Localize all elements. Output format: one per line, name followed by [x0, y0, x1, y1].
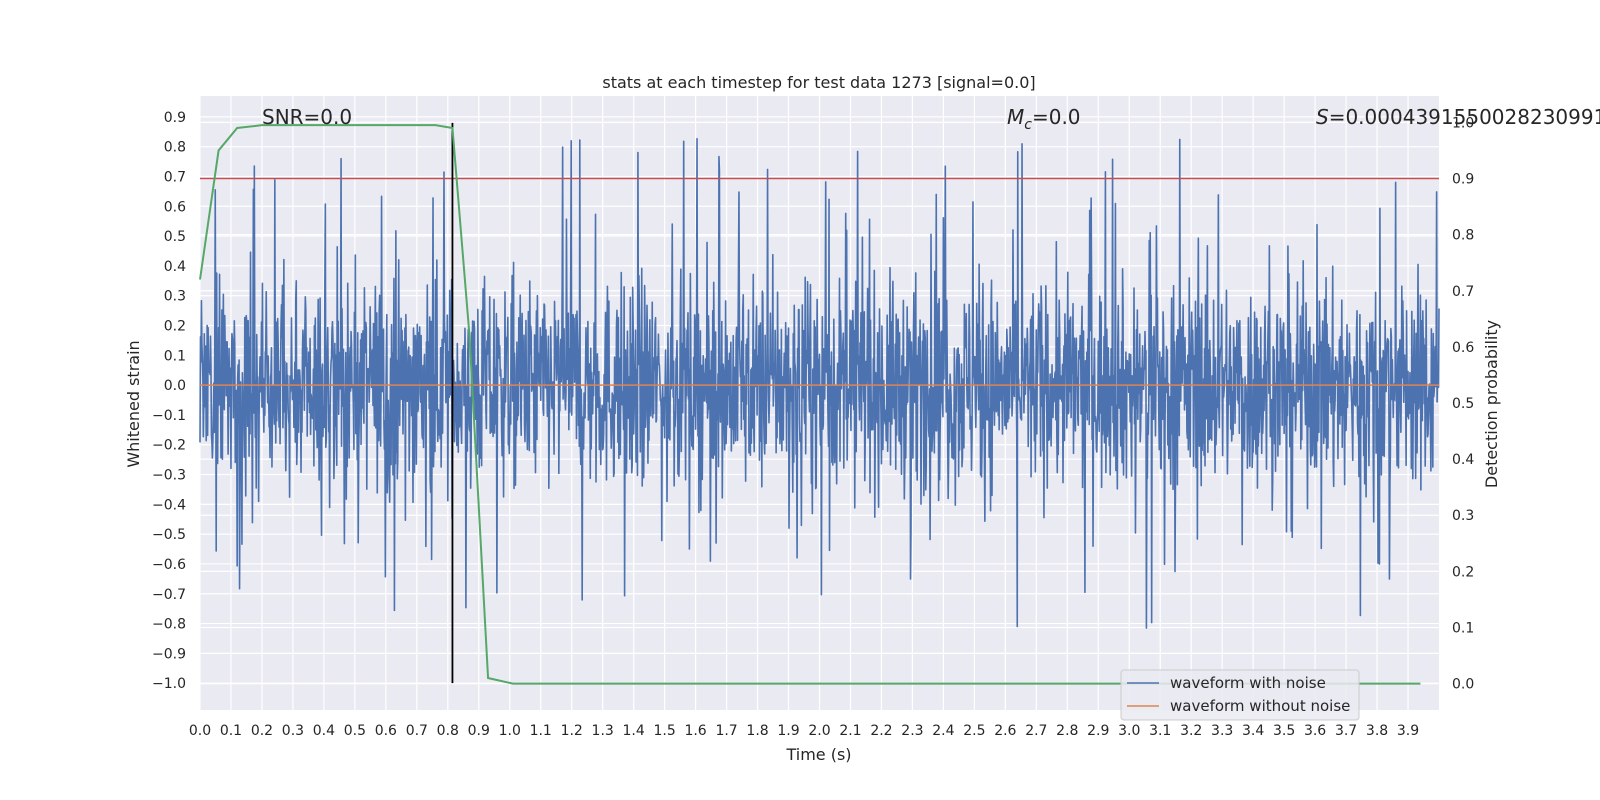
x-tick-label: 3.0 — [1118, 723, 1140, 739]
y-tick-label-right: 0.2 — [1452, 564, 1474, 580]
y-tick-label-left: −0.7 — [152, 587, 186, 603]
y-tick-label-right: 0.0 — [1452, 677, 1474, 693]
x-tick-label: 2.1 — [839, 723, 861, 739]
x-tick-label: 3.9 — [1397, 723, 1419, 739]
x-tick-label: 3.7 — [1335, 723, 1357, 739]
y-tick-label-left: −0.6 — [152, 557, 186, 573]
annotation-snr: SNR=0.0 — [262, 105, 352, 129]
y-axis-left-ticks: −1.0 −0.9 −0.8 −0.7 −0.6 −0.5 −0.4 −0.3 −0.2 −0.1… — [152, 110, 186, 692]
y-tick-label-right: 0.4 — [1452, 452, 1474, 468]
x-tick-label: 2.5 — [963, 723, 985, 739]
annotation-s-symbol: S — [1316, 105, 1329, 129]
y-tick-label-right: 0.6 — [1452, 340, 1474, 356]
x-tick-label: 1.0 — [499, 723, 521, 739]
x-tick-label: 2.2 — [870, 723, 892, 739]
x-tick-label: 3.2 — [1180, 723, 1202, 739]
x-tick-label: 1.9 — [777, 723, 799, 739]
y-axis-right-label: Detection probability — [1482, 320, 1501, 488]
x-tick-label: 2.7 — [1025, 723, 1047, 739]
x-tick-label: 3.4 — [1242, 723, 1264, 739]
y-tick-label-right: 1.0 — [1452, 115, 1474, 131]
x-tick-label: 1.5 — [653, 723, 675, 739]
y-tick-label-left: −0.8 — [152, 617, 186, 633]
probability-line — [199, 124, 1421, 685]
x-axis-ticks: 0.0 0.1 0.2 0.3 0.4 0.5 0.6 0.7 0.8 0.9 1.0 1.1 1.2 1… — [189, 723, 1419, 739]
y-tick-label-right: 0.7 — [1452, 284, 1474, 300]
y-tick-label-left: −0.4 — [152, 497, 186, 513]
annotation-s-value: =0.0004391550028230991 — [1329, 105, 1600, 129]
x-tick-label: 0.6 — [375, 723, 397, 739]
x-tick-label: 0.0 — [189, 723, 211, 739]
x-tick-label: 1.1 — [530, 723, 552, 739]
y-tick-label-left: 0.3 — [164, 289, 186, 305]
y-tick-label-left: 0.1 — [164, 348, 186, 364]
y-tick-label-left: −0.9 — [152, 646, 186, 662]
y-tick-label-left: 0.8 — [164, 140, 186, 156]
chart-title: stats at each timestep for test data 127… — [602, 73, 1035, 92]
y-tick-label-left: 0.9 — [164, 110, 186, 126]
y-tick-label-left: −1.0 — [152, 676, 186, 692]
x-tick-label: 1.6 — [684, 723, 706, 739]
x-tick-label: 1.2 — [561, 723, 583, 739]
y-tick-label-left: −0.3 — [152, 468, 186, 484]
y-tick-label-right: 0.1 — [1452, 620, 1474, 636]
annotation-mc-symbol: M — [1007, 105, 1024, 129]
annotation-mc-value: =0.0 — [1032, 105, 1081, 129]
x-tick-label: 0.9 — [468, 723, 490, 739]
y-tick-label-right: 0.3 — [1452, 508, 1474, 524]
y-tick-label-right: 0.9 — [1452, 172, 1474, 188]
y-axis-left-label: Whitened strain — [124, 340, 143, 467]
x-tick-label: 0.7 — [406, 723, 428, 739]
noise-line — [199, 137, 1440, 629]
y-tick-label-left: 0.7 — [164, 169, 186, 185]
y-tick-label-left: −0.5 — [152, 527, 186, 543]
x-tick-label: 0.4 — [313, 723, 335, 739]
x-tick-label: 3.6 — [1304, 723, 1326, 739]
x-tick-label: 2.3 — [901, 723, 923, 739]
x-tick-label: 2.6 — [994, 723, 1016, 739]
legend: waveform with noise waveform without noi… — [1120, 669, 1360, 721]
x-tick-label: 2.0 — [808, 723, 830, 739]
annotation-mc: Mc=0.0 — [1007, 105, 1081, 133]
series-detection-probability — [199, 124, 1421, 685]
y-tick-label-left: 0.4 — [164, 259, 186, 275]
x-tick-label: 0.5 — [344, 723, 366, 739]
legend-box — [1120, 669, 1360, 721]
y-tick-label-left: −0.1 — [152, 408, 186, 424]
x-tick-label: 3.5 — [1273, 723, 1295, 739]
annotation-mc-sub: c — [1024, 117, 1032, 133]
x-tick-label: 0.8 — [437, 723, 459, 739]
y-tick-label-left: 0.5 — [164, 229, 186, 245]
series-waveform-with-noise — [199, 137, 1440, 629]
x-tick-label: 0.3 — [282, 723, 304, 739]
y-tick-label-left: 0.6 — [164, 199, 186, 215]
x-tick-label: 1.7 — [715, 723, 737, 739]
x-tick-label: 3.3 — [1211, 723, 1233, 739]
legend-label-clean: waveform without noise — [1170, 697, 1350, 715]
x-tick-label: 0.2 — [251, 723, 273, 739]
annotation-s: S=0.0004391550028230991 — [1316, 105, 1600, 129]
y-axis-right-ticks: 0.0 0.1 0.2 0.3 0.4 0.5 0.6 0.7 0.8 0.9 1.0 — [1452, 115, 1474, 692]
x-tick-label: 2.4 — [932, 723, 954, 739]
x-tick-label: 0.1 — [220, 723, 242, 739]
y-tick-label-right: 0.5 — [1452, 396, 1474, 412]
x-tick-label: 3.1 — [1149, 723, 1171, 739]
x-tick-label: 2.9 — [1087, 723, 1109, 739]
x-tick-label: 2.8 — [1056, 723, 1078, 739]
y-tick-label-left: −0.2 — [152, 438, 186, 454]
y-tick-label-right: 0.8 — [1452, 228, 1474, 244]
x-tick-label: 3.8 — [1366, 723, 1388, 739]
x-tick-label: 1.8 — [746, 723, 768, 739]
y-tick-label-left: 0.0 — [164, 378, 186, 394]
x-axis-label: Time (s) — [785, 745, 851, 764]
x-tick-label: 1.4 — [623, 723, 645, 739]
legend-label-noise: waveform with noise — [1170, 674, 1326, 692]
x-tick-label: 1.3 — [592, 723, 614, 739]
y-tick-label-left: 0.2 — [164, 319, 186, 335]
